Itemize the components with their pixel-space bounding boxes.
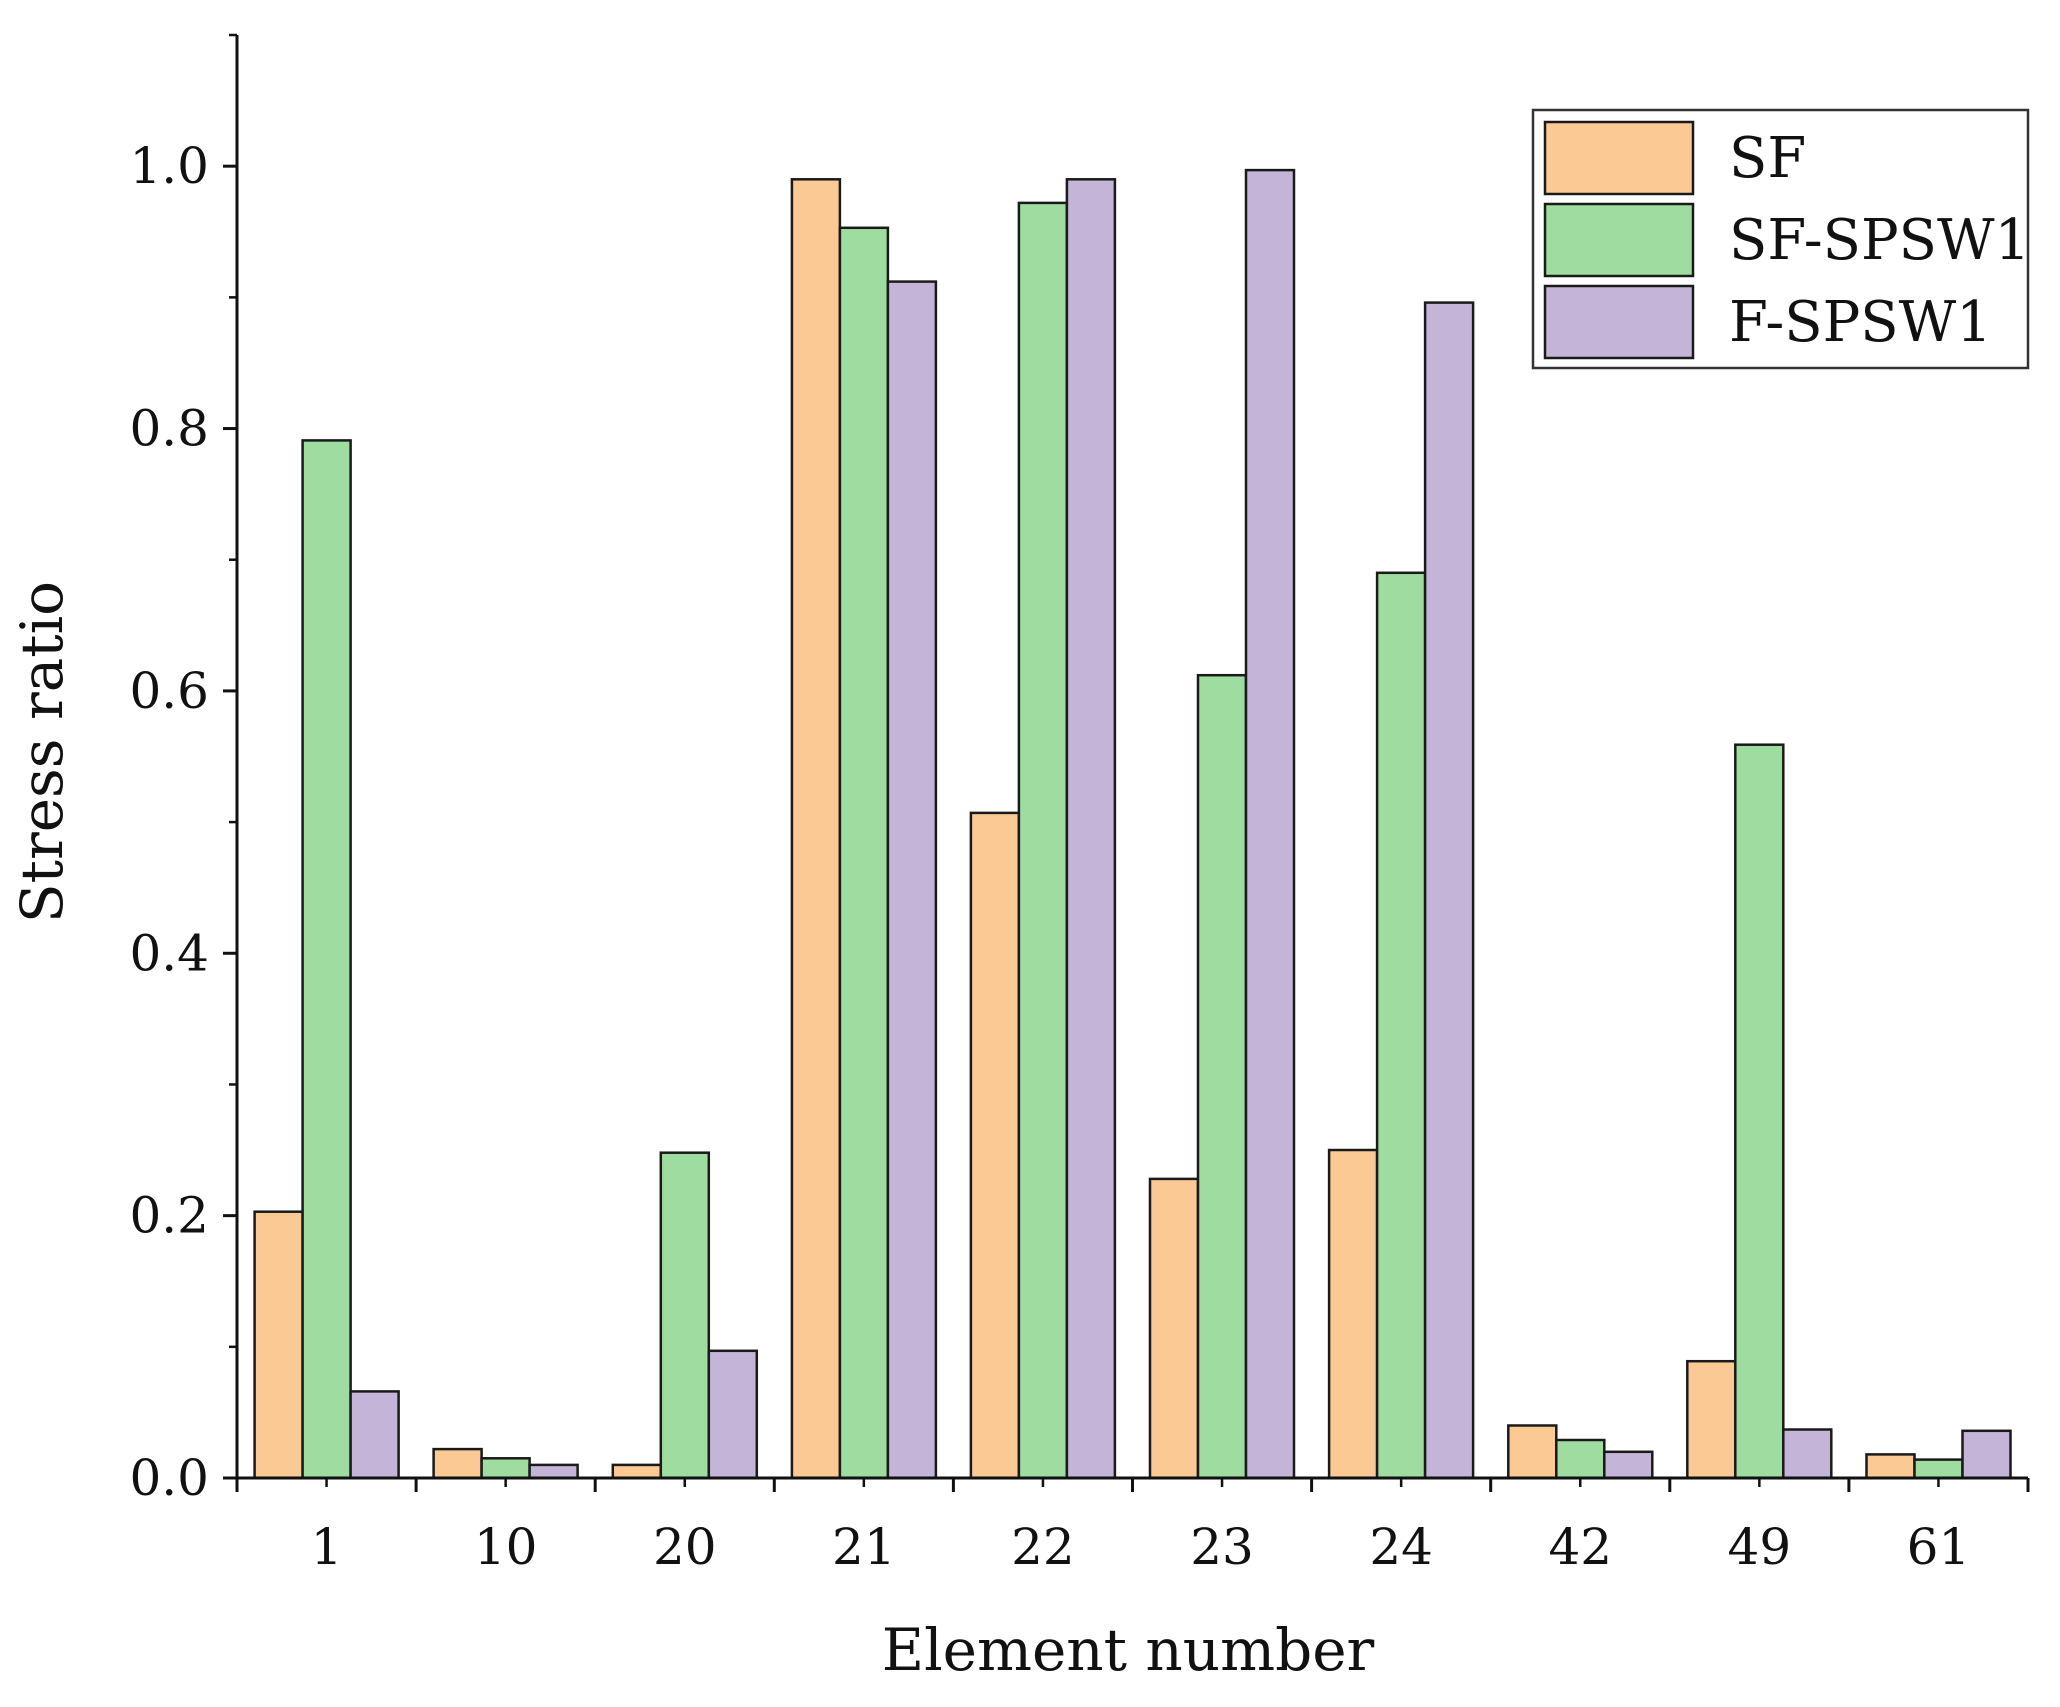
bar-sf-49 (1686, 1359, 1737, 1480)
y-axis-title: Stress ratio (8, 581, 76, 923)
bar-sf-spsw1-10 (480, 1457, 531, 1480)
y-tick-label: 0.8 (129, 400, 209, 458)
x-tick-label: 61 (1907, 1518, 1971, 1576)
y-tick-label: 0.6 (129, 662, 209, 720)
y-tick-label: 0.4 (129, 924, 209, 982)
bar-sf-spsw1-22 (1017, 201, 1069, 1480)
legend-swatch-sf (1543, 120, 1695, 196)
bar-sf-61 (1865, 1453, 1916, 1480)
bar-sf-spsw1-42 (1555, 1438, 1606, 1480)
x-tick-label: 23 (1190, 1518, 1254, 1576)
bar-sf-spsw1-23 (1196, 673, 1248, 1480)
legend: SF SF-SPSW1 F-SPSW1 (1531, 108, 2030, 370)
bar-sf-24 (1327, 1148, 1379, 1480)
x-tick-label: 20 (653, 1518, 717, 1576)
x-tick-label: 24 (1369, 1518, 1433, 1576)
y-tick-label: 0.0 (129, 1449, 209, 1507)
x-axis-title: Element number (882, 1616, 1375, 1684)
x-tick-label: 49 (1728, 1518, 1792, 1576)
bar-sf-spsw1-20 (659, 1151, 711, 1480)
bar-sf-spsw1-21 (838, 226, 890, 1480)
legend-label-sf: SF (1729, 126, 1806, 191)
x-tick-label: 21 (832, 1518, 896, 1576)
bar-sf-21 (790, 178, 842, 1480)
bar-sf-22 (969, 811, 1021, 1480)
bar-sf-20 (611, 1463, 663, 1480)
y-tick-label: 0.2 (129, 1187, 209, 1245)
bar-sf-spsw1-24 (1375, 571, 1427, 1480)
bar-f-spsw1-49 (1782, 1428, 1833, 1480)
bar-f-spsw1-20 (707, 1349, 759, 1480)
bar-f-spsw1-1 (349, 1390, 400, 1480)
y-tick-label: 1.0 (129, 137, 209, 195)
bar-sf-23 (1148, 1177, 1200, 1480)
bar-f-spsw1-24 (1423, 301, 1475, 1480)
x-tick-label: 42 (1548, 1518, 1612, 1576)
x-tick-label: 10 (474, 1518, 538, 1576)
bars-layer (253, 168, 2012, 1480)
x-tick-label: 1 (311, 1518, 343, 1576)
bar-sf-spsw1-61 (1913, 1458, 1964, 1480)
bar-sf-spsw1-1 (301, 439, 352, 1480)
legend-label-sf-spsw1: SF-SPSW1 (1729, 208, 2030, 273)
bar-f-spsw1-22 (1065, 178, 1117, 1480)
axes-layer: 0.0 0.2 0.4 0.6 0.8 1.0 1 10 20 21 22 23 24 42 49 61 (129, 33, 2030, 1576)
legend-swatch-f-spsw1 (1543, 284, 1695, 360)
bar-sf-10 (432, 1447, 483, 1480)
legend-swatch-sf-spsw1 (1543, 202, 1695, 278)
bar-f-spsw1-10 (528, 1463, 579, 1480)
bar-f-spsw1-23 (1244, 168, 1296, 1480)
bar-f-spsw1-61 (1961, 1429, 2012, 1480)
x-tick-label: 22 (1011, 1518, 1075, 1576)
legend-label-f-spsw1: F-SPSW1 (1729, 290, 1992, 355)
bar-sf-spsw1-49 (1734, 743, 1785, 1480)
bar-sf-42 (1507, 1424, 1558, 1480)
bar-f-spsw1-21 (886, 280, 938, 1480)
bar-f-spsw1-42 (1603, 1450, 1654, 1480)
bar-sf-1 (253, 1210, 304, 1480)
